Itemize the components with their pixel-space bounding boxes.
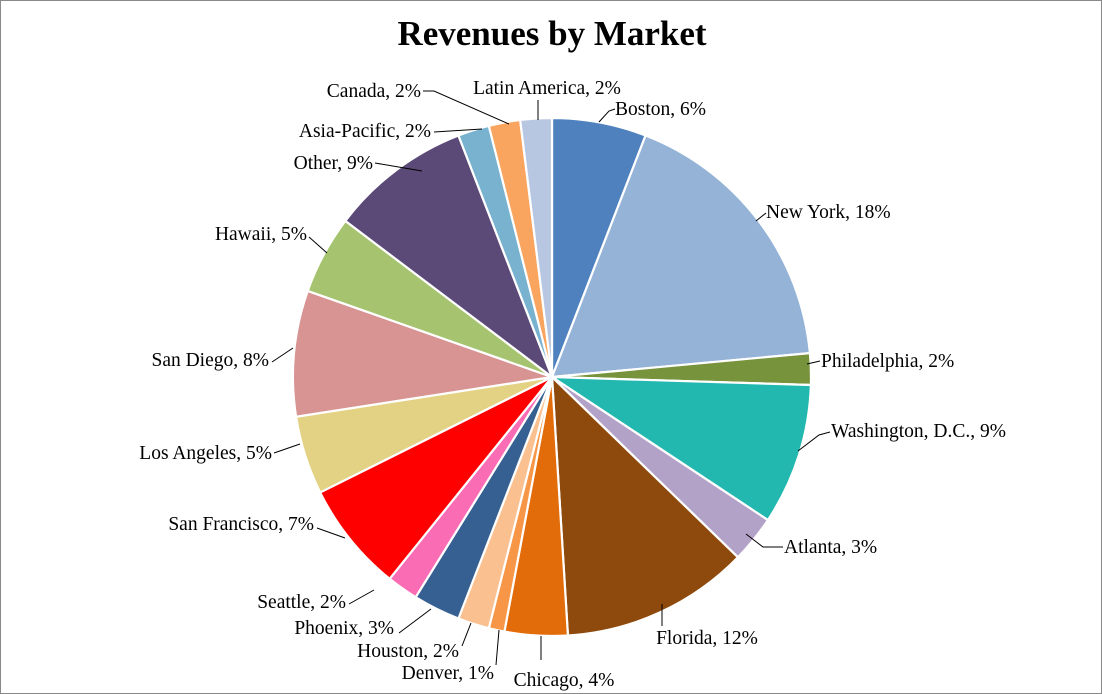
slice-label-washington-dc: Washington, D.C., 9% — [831, 421, 1006, 442]
leader-line-canada — [423, 90, 510, 125]
leader-line-other — [374, 162, 423, 172]
slice-label-latin-america: Latin America, 2% — [473, 78, 621, 99]
slice-label-new-york: New York, 18% — [766, 202, 891, 223]
leader-line-houston — [461, 622, 472, 647]
slice-label-phoenix: Phoenix, 3% — [294, 618, 394, 639]
slice-label-boston: Boston, 6% — [615, 99, 706, 120]
pie-slice-florida[interactable] — [550, 374, 740, 637]
chart-title: Revenues by Market — [397, 14, 706, 53]
leader-line-asia-pacific — [433, 128, 483, 133]
leader-line-san-francisco — [316, 527, 346, 539]
leader-lines-group — [271, 90, 831, 666]
slice-label-chicago: Chicago, 4% — [514, 670, 615, 691]
slice-label-asia-pacific: Asia-Pacific, 2% — [299, 121, 431, 142]
slice-label-atlanta: Atlanta, 3% — [784, 537, 877, 558]
pie-slice-new-york[interactable] — [550, 134, 812, 379]
leader-line-hawaii — [308, 236, 328, 254]
slice-label-houston: Houston, 2% — [357, 641, 459, 662]
slice-label-san-francisco: San Francisco, 7% — [168, 514, 314, 535]
slice-labels-group: Boston, 6% New York, 18% Philadelphia, 2% W… — [139, 78, 1006, 691]
pie-slice-san-diego[interactable] — [291, 289, 553, 418]
leader-line-atlanta — [745, 533, 783, 548]
pie-slice-latin-america[interactable] — [518, 116, 554, 378]
pie-slice-washington-dc[interactable] — [548, 375, 813, 522]
leader-line-seattle — [348, 589, 375, 605]
slice-label-seattle: Seattle, 2% — [257, 592, 346, 613]
leader-line-boston — [598, 108, 616, 123]
leader-line-los-angeles — [273, 443, 301, 454]
slice-label-denver: Denver, 1% — [402, 663, 494, 684]
leader-line-phoenix — [398, 608, 432, 634]
pie-slice-san-francisco[interactable] — [318, 376, 553, 581]
slice-label-florida: Florida, 12% — [656, 628, 758, 649]
slice-label-hawaii: Hawaii, 5% — [215, 224, 307, 245]
slice-label-other: Other, 9% — [294, 153, 373, 174]
slice-label-san-diego: San Diego, 8% — [151, 350, 269, 371]
slice-label-canada: Canada, 2% — [327, 81, 421, 102]
pie-slices-group — [291, 116, 813, 638]
pie-slice-other[interactable] — [343, 134, 555, 381]
leader-line-washington-dc — [797, 431, 831, 452]
leader-line-san-diego — [271, 347, 294, 363]
slice-label-los-angeles: Los Angeles, 5% — [139, 443, 272, 464]
leader-line-philadelphia — [806, 360, 821, 365]
slice-label-philadelphia: Philadelphia, 2% — [821, 351, 954, 372]
leader-line-new-york — [755, 212, 767, 222]
leader-line-denver — [495, 629, 500, 666]
